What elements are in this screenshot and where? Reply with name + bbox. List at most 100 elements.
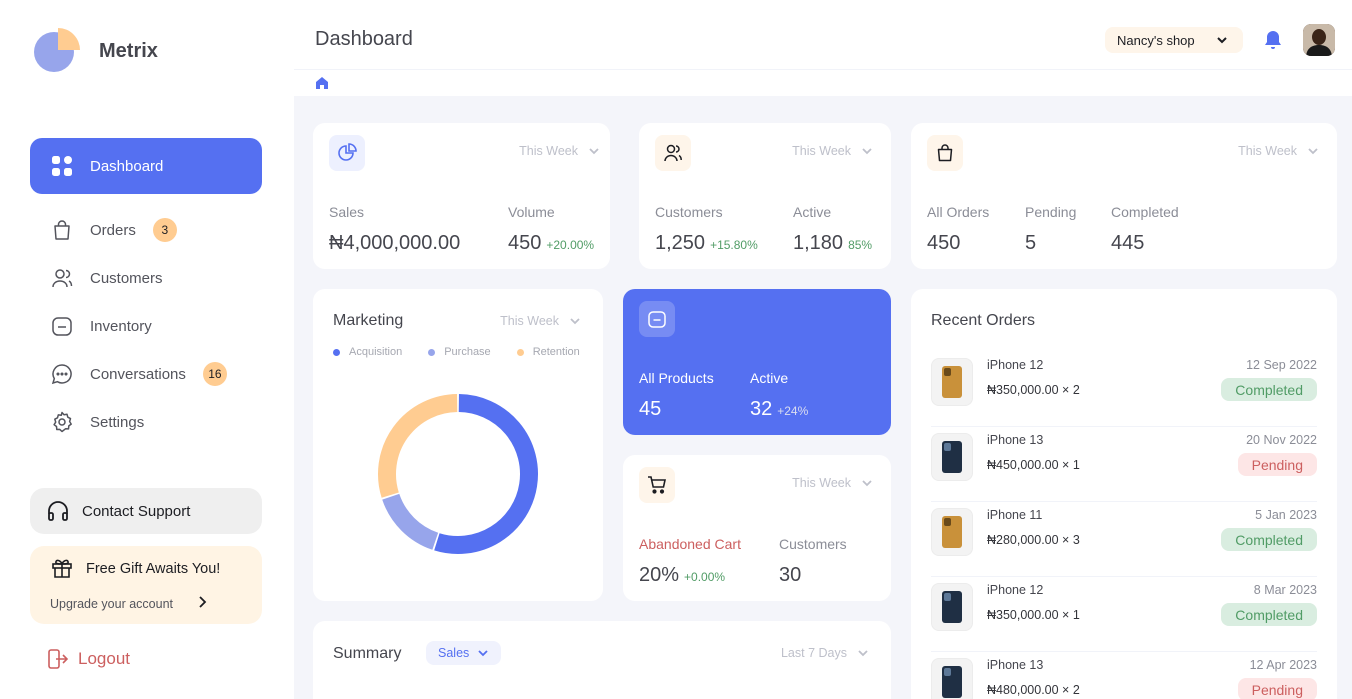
period-label: This Week — [500, 314, 559, 328]
sidebar-item-settings[interactable]: Settings — [30, 402, 262, 442]
headphones-icon — [46, 499, 70, 523]
volume-label: Volume — [508, 204, 555, 220]
period-label: This Week — [1238, 144, 1297, 158]
app-logo[interactable]: Metrix — [34, 28, 158, 74]
legend-label: Purchase — [444, 346, 491, 358]
user-avatar[interactable] — [1303, 24, 1335, 56]
chat-icon — [50, 362, 74, 386]
status-badge: Pending — [1237, 678, 1317, 699]
active-delta: 85% — [848, 238, 873, 252]
list-item[interactable]: iPhone 13 ₦480,000.00 × 2 12 Apr 2023 Pe… — [931, 652, 1317, 699]
period-dropdown[interactable]: Last 7 Days — [781, 646, 869, 660]
product-name: iPhone 13 — [987, 658, 1044, 672]
logout-icon — [48, 648, 68, 670]
cart-customers-label: Customers — [779, 536, 847, 552]
chevron-right-icon[interactable] — [196, 595, 208, 614]
all-products-label: All Products — [639, 370, 714, 386]
sidebar-item-conversations[interactable]: Conversations 16 — [30, 354, 262, 394]
order-date: 12 Apr 2023 — [1249, 658, 1317, 672]
contact-support-button[interactable]: Contact Support — [30, 488, 262, 534]
list-item[interactable]: iPhone 13 ₦450,000.00 × 1 20 Nov 2022 Pe… — [931, 427, 1317, 502]
period-label: This Week — [519, 144, 578, 158]
volume-value: 450 +20.00% — [508, 232, 594, 255]
period-dropdown[interactable]: This Week — [519, 144, 600, 158]
product-image — [931, 358, 973, 406]
gift-title: Free Gift Awaits You! — [86, 561, 221, 577]
order-price: ₦450,000.00 × 1 — [987, 458, 1080, 472]
sidebar-item-orders[interactable]: Orders 3 — [30, 210, 262, 250]
completed-value: 445 — [1111, 232, 1145, 254]
status-badge: Completed — [1221, 603, 1317, 626]
upgrade-card[interactable]: Free Gift Awaits You! Upgrade your accou… — [30, 546, 262, 624]
shop-selector[interactable]: Nancy's shop — [1105, 27, 1243, 53]
home-icon[interactable] — [315, 76, 329, 95]
period-dropdown[interactable]: This Week — [792, 144, 873, 158]
sidebar-item-label: Conversations — [90, 365, 186, 383]
product-image — [931, 658, 973, 699]
abandoned-cart-number: 20% — [639, 564, 680, 586]
sales-card: This Week Sales ₦4,000,000.00 Volume 450… — [313, 123, 610, 269]
sidebar-item-inventory[interactable]: Inventory — [30, 306, 262, 346]
customers-card: This Week Customers 1,250 +15.80% Active … — [639, 123, 891, 269]
customers-value: 1,250 +15.80% — [655, 232, 758, 255]
donut-slice-retention — [378, 394, 458, 498]
legend-item: Acquisition — [333, 346, 402, 358]
product-image — [931, 583, 973, 631]
sidebar-item-label: Settings — [90, 413, 145, 431]
donut-slice-acquisition — [434, 394, 538, 554]
active-products-number: 32 — [750, 398, 773, 420]
volume-number: 450 — [508, 232, 542, 254]
abandoned-cart-label: Abandoned Cart — [639, 536, 741, 552]
period-label: This Week — [792, 144, 851, 158]
order-date: 12 Sep 2022 — [1246, 358, 1317, 372]
recent-orders-title: Recent Orders — [931, 312, 1036, 329]
orders-card: This Week All Orders 450 Pending 5 Compl… — [911, 123, 1337, 269]
status-badge: Completed — [1221, 378, 1317, 401]
active-value: 1,180 85% — [793, 232, 872, 255]
chevron-down-icon — [862, 480, 872, 487]
summary-card: Summary Sales Last 7 Days — [313, 621, 891, 699]
order-price: ₦350,000.00 × 2 — [987, 383, 1080, 397]
volume-delta: +20.00% — [546, 238, 595, 252]
period-dropdown[interactable]: This Week — [1238, 144, 1319, 158]
period-dropdown[interactable]: This Week — [792, 476, 873, 490]
summary-type-dropdown[interactable]: Sales — [426, 641, 502, 665]
conversations-count-badge: 16 — [202, 362, 227, 386]
completed-label: Completed — [1111, 204, 1179, 220]
users-icon — [655, 135, 691, 171]
product-name: iPhone 12 — [987, 358, 1044, 372]
marketing-title: Marketing — [333, 312, 404, 329]
marketing-donut-chart — [378, 394, 538, 554]
abandoned-cart-value: 20% +0.00% — [639, 564, 725, 587]
customers-delta: +15.80% — [710, 238, 758, 252]
sidebar-item-customers[interactable]: Customers — [30, 258, 262, 298]
cart-card: This Week Abandoned Cart 20% +0.00% Custo… — [623, 455, 891, 601]
sidebar: Metrix Dashboard Orders 3 Customers Inve… — [0, 0, 294, 699]
period-dropdown[interactable]: This Week — [500, 314, 581, 328]
active-products-delta: +24% — [777, 404, 809, 418]
pending-label: Pending — [1025, 204, 1077, 220]
chevron-down-icon — [1308, 148, 1318, 155]
legend-label: Retention — [532, 346, 580, 358]
logout-button[interactable]: Logout — [48, 648, 130, 670]
legend-item: Purchase — [428, 346, 491, 358]
sidebar-item-dashboard[interactable]: Dashboard — [30, 138, 262, 194]
products-card: All Products 45 Active 32 +24% — [623, 289, 891, 435]
list-item[interactable]: iPhone 11 ₦280,000.00 × 3 5 Jan 2023 Com… — [931, 502, 1317, 577]
folder-icon — [639, 301, 675, 337]
legend-item: Retention — [516, 346, 580, 358]
donut-slice-purchase — [382, 493, 439, 550]
notification-bell-icon[interactable] — [1264, 30, 1282, 55]
active-products-value: 32 +24% — [750, 398, 808, 421]
list-item[interactable]: iPhone 12 ₦350,000.00 × 2 12 Sep 2022 Co… — [931, 352, 1317, 427]
all-orders-label: All Orders — [927, 204, 990, 220]
order-date: 8 Mar 2023 — [1253, 583, 1317, 597]
list-item[interactable]: iPhone 12 ₦350,000.00 × 1 8 Mar 2023 Com… — [931, 577, 1317, 652]
customers-number: 1,250 — [655, 232, 706, 254]
sidebar-item-label: Customers — [90, 269, 163, 287]
chevron-down-icon — [589, 148, 599, 155]
upgrade-link[interactable]: Upgrade your account — [50, 597, 173, 611]
product-image — [931, 433, 973, 481]
bag-icon — [927, 135, 963, 171]
folder-icon — [50, 314, 74, 338]
